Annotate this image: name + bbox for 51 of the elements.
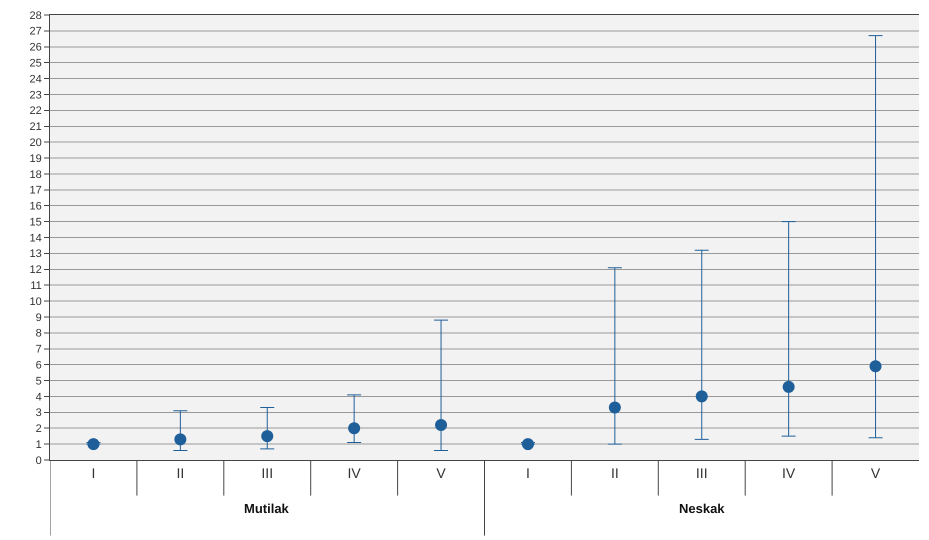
x-tick-label: I (526, 464, 530, 481)
x-tick-label: V (870, 464, 881, 481)
y-tick-label: 4 (36, 391, 42, 404)
text: Neskak (679, 501, 726, 516)
x-tick-label: I (92, 464, 96, 481)
y-tick-label: 15 (30, 216, 42, 228)
y-tick-label: 7 (36, 344, 42, 356)
y-tick-label: 20 (30, 136, 42, 149)
point (522, 438, 534, 450)
point (435, 419, 448, 432)
point (870, 360, 882, 372)
point (174, 433, 186, 446)
y-tick-label: 17 (30, 184, 42, 197)
y-tick-label: 0 (36, 454, 42, 467)
point (608, 402, 621, 414)
y-tick-label: 11 (30, 280, 42, 292)
y-tick-label: 3 (36, 407, 42, 420)
y-tick-label: 12 (30, 264, 42, 276)
y-tick-label: 27 (30, 26, 42, 38)
y-tick-label: 2 (36, 423, 42, 436)
y-tick-label: 23 (30, 89, 42, 102)
y-tick-label: 10 (30, 296, 42, 308)
x-tick-label: IV (348, 464, 362, 481)
y-tick-label: 8 (36, 328, 42, 340)
x-tick-label: III (261, 464, 274, 481)
x-tick-label: II (176, 464, 184, 481)
x-tick-label: V (436, 464, 446, 481)
y-tick-label: 6 (36, 359, 42, 372)
y-tick-label: 5 (36, 375, 42, 388)
y-tick-label: 26 (30, 42, 42, 54)
x-tick-label: IV (782, 464, 796, 481)
y-tick-label: 25 (30, 58, 42, 70)
point (348, 422, 360, 434)
x-tick-label: II (610, 464, 619, 481)
y-tick-label: 21 (30, 121, 42, 134)
y-tick-label: 24 (30, 73, 42, 86)
y-tick-label: 19 (30, 152, 42, 165)
x-tick-label: III (696, 464, 708, 481)
y-tick-label: 1 (36, 438, 42, 451)
y-tick-label: 16 (30, 200, 42, 213)
y-tick-label: 22 (30, 105, 42, 118)
y-tick-label: 28 (30, 10, 42, 22)
point (696, 390, 708, 402)
y-tick-label: 14 (30, 232, 42, 244)
y-tick-label: 9 (36, 312, 42, 324)
y-tick-label: 18 (30, 168, 42, 181)
text: Mutilak (244, 501, 290, 516)
point (782, 380, 795, 393)
point (87, 438, 100, 450)
point (261, 430, 274, 442)
y-tick-label: 13 (30, 248, 42, 260)
